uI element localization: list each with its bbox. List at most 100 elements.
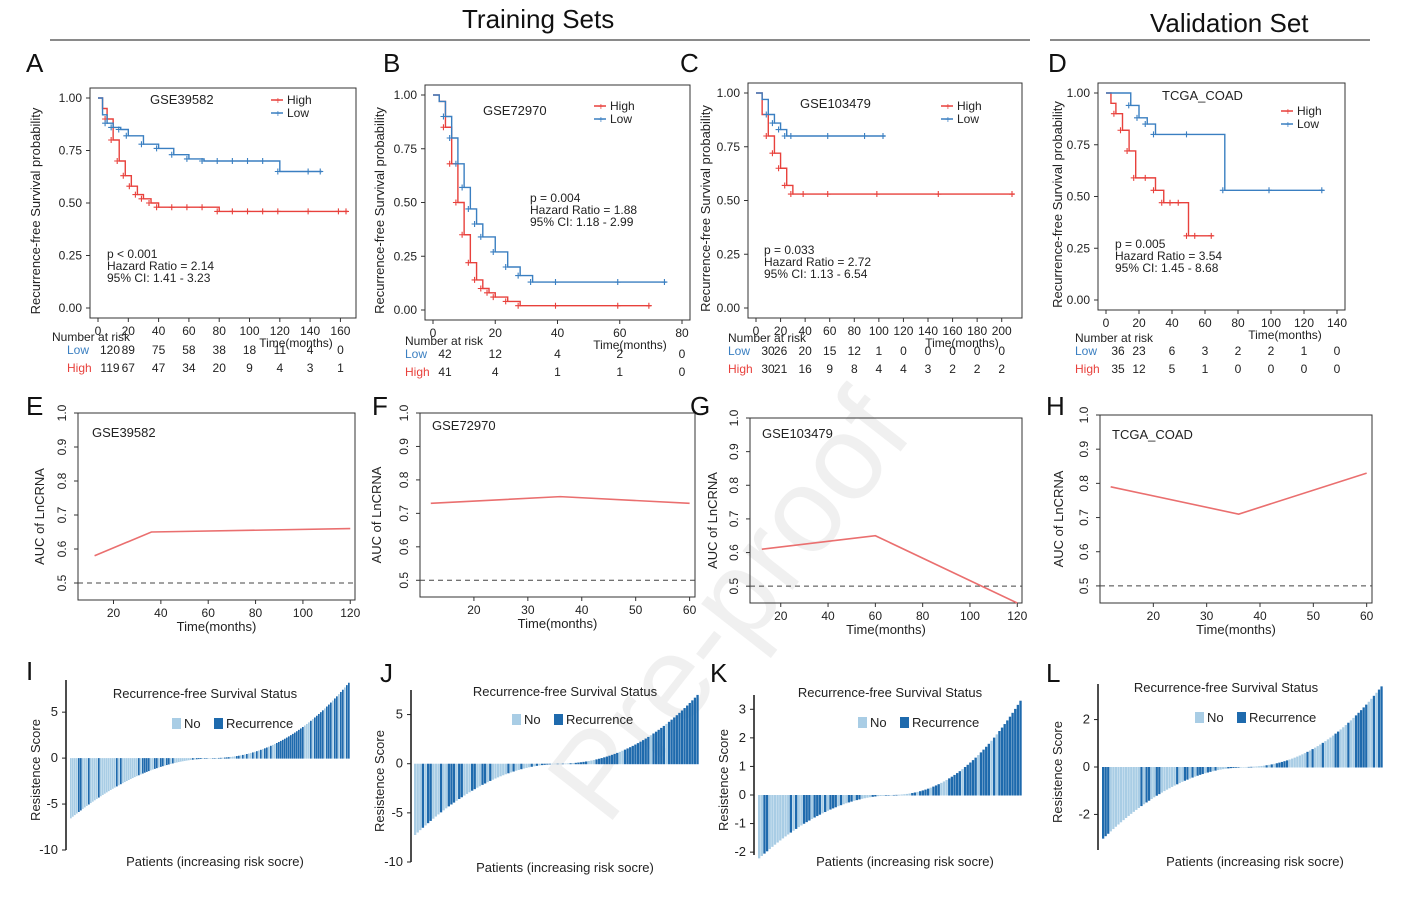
risk-count: 16 bbox=[798, 362, 812, 376]
wf-bar bbox=[1209, 767, 1212, 772]
y-tick-label: 0.9 bbox=[55, 438, 69, 455]
censor-mark bbox=[108, 137, 115, 143]
wf-bar bbox=[876, 795, 880, 797]
x-tick-label: 40 bbox=[152, 324, 166, 338]
wf-bar bbox=[136, 758, 138, 777]
wf-bar bbox=[1104, 767, 1107, 837]
y-tick-label: 1 bbox=[739, 758, 746, 773]
wf-bar bbox=[216, 758, 218, 759]
censor-mark bbox=[274, 168, 281, 175]
wf-bar bbox=[178, 758, 180, 763]
risk-group-low: Low bbox=[1075, 344, 1097, 358]
wf-bar bbox=[1367, 701, 1370, 768]
risk-count: 1 bbox=[337, 361, 344, 375]
risk-title-D: Number at risk bbox=[1075, 331, 1154, 345]
wf-bar bbox=[1311, 749, 1314, 768]
censor-mark bbox=[132, 191, 139, 198]
wf-bar bbox=[294, 732, 296, 759]
censor-mark bbox=[229, 208, 236, 215]
wf-bar bbox=[688, 702, 691, 765]
wf-bar bbox=[1303, 753, 1307, 768]
legend-label-low: Low bbox=[1297, 117, 1319, 131]
y-tick-label: 0.9 bbox=[727, 443, 741, 460]
censor-mark bbox=[775, 126, 782, 133]
wf-bar bbox=[953, 774, 956, 796]
x-tick-label: 0 bbox=[430, 326, 437, 340]
wf-bar bbox=[314, 717, 316, 759]
wf-bar bbox=[78, 758, 80, 812]
x-tick-label: 20 bbox=[1147, 609, 1161, 623]
wf-bar bbox=[1298, 755, 1301, 768]
wf-bar bbox=[1165, 767, 1169, 790]
wf-bar bbox=[1280, 761, 1284, 768]
wf-bar bbox=[292, 733, 294, 759]
risk-count: 0 bbox=[1235, 362, 1242, 376]
legend-label-low: Low bbox=[957, 112, 979, 126]
km-stat-B: Hazard Ratio = 1.88 bbox=[530, 203, 637, 217]
wf-bar bbox=[603, 757, 606, 765]
risk-count: 4 bbox=[492, 365, 499, 379]
wf-bar bbox=[188, 758, 190, 761]
wf-bar bbox=[1352, 717, 1355, 768]
wf-bar bbox=[932, 786, 935, 796]
wf-bar bbox=[776, 795, 779, 843]
wf-bar bbox=[266, 747, 268, 759]
wf-bar bbox=[162, 758, 164, 767]
wf-bar bbox=[1140, 767, 1143, 807]
wf-bar bbox=[995, 734, 998, 796]
risk-count: 30 bbox=[761, 362, 775, 376]
panel-letter-I: I bbox=[26, 656, 33, 686]
x-tick-label: 20 bbox=[774, 609, 788, 623]
risk-count: 0 bbox=[949, 344, 956, 358]
wf-bar bbox=[218, 757, 220, 759]
wf-bar bbox=[879, 795, 882, 796]
wf-bar bbox=[621, 750, 624, 765]
y-tick-label: 0.25 bbox=[1067, 241, 1091, 255]
wf-bar bbox=[1308, 750, 1312, 768]
wf-bar bbox=[196, 758, 198, 760]
y-tick-label: 0.8 bbox=[397, 471, 411, 488]
wf-bar bbox=[520, 763, 523, 770]
wf-bar bbox=[190, 758, 192, 760]
censor-mark bbox=[1191, 232, 1198, 239]
wf-bar bbox=[587, 761, 590, 765]
wf-bar bbox=[1163, 767, 1166, 792]
wf-bar bbox=[1158, 767, 1161, 795]
wf-bar bbox=[1331, 735, 1335, 768]
wf-x-label-I: Patients (increasing risk socre) bbox=[126, 854, 304, 869]
wf-bar bbox=[116, 758, 118, 787]
censor-mark bbox=[459, 184, 466, 191]
wf-bar bbox=[1224, 767, 1227, 769]
censor-mark bbox=[552, 302, 559, 309]
wf-bar bbox=[564, 763, 567, 765]
censor-mark bbox=[214, 158, 221, 164]
x-tick-label: 140 bbox=[300, 324, 320, 338]
censor-mark bbox=[259, 158, 266, 164]
wf-bar bbox=[414, 763, 417, 835]
x-tick-label: 80 bbox=[916, 609, 930, 623]
wf-bar bbox=[80, 758, 82, 811]
wf-bar bbox=[866, 795, 869, 798]
legend-label-recurrence: Recurrence bbox=[1249, 710, 1316, 725]
x-tick-label: 160 bbox=[330, 324, 350, 338]
wf-y-label-K: Resistence Score bbox=[716, 729, 731, 831]
wf-bar bbox=[340, 691, 342, 759]
dataset-label-B: GSE72970 bbox=[483, 103, 547, 118]
wf-bar bbox=[940, 782, 943, 796]
wf-bar bbox=[958, 771, 961, 796]
wf-bar bbox=[683, 708, 686, 765]
censor-mark bbox=[214, 208, 221, 215]
risk-count: 0 bbox=[337, 343, 344, 357]
wf-bar bbox=[868, 795, 872, 798]
wf-bar bbox=[623, 749, 627, 765]
censor-mark bbox=[452, 199, 459, 206]
wf-bar bbox=[1234, 767, 1238, 768]
censor-mark bbox=[527, 279, 534, 286]
wf-bar bbox=[1291, 758, 1294, 768]
wf-bar bbox=[455, 763, 458, 801]
wf-title-K: Recurrence-free Survival Status bbox=[798, 685, 983, 700]
wf-bar bbox=[246, 754, 248, 759]
wf-bar bbox=[148, 758, 150, 772]
wf-bar bbox=[82, 758, 84, 809]
